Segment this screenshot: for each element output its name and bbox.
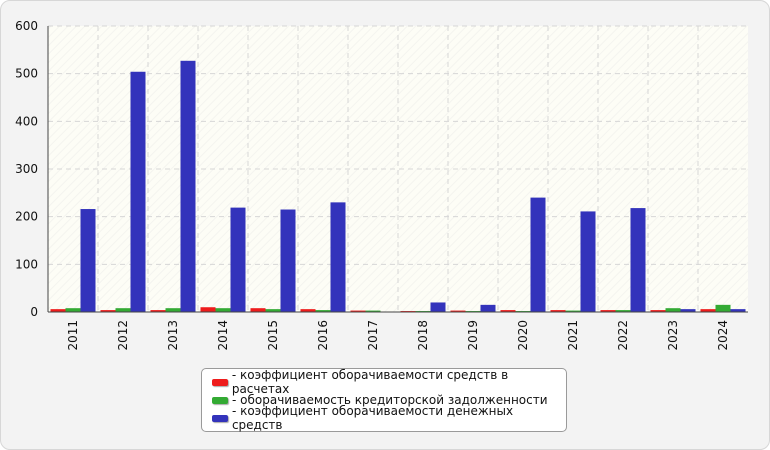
x-tick-label: 2021 <box>566 320 580 351</box>
bar-2019-series-3 <box>480 304 496 312</box>
bar-2019-series-1 <box>450 310 466 312</box>
bar-2024-series-2 <box>715 304 731 312</box>
y-tick-label: 500 <box>15 67 38 81</box>
x-tick-label: 2011 <box>66 320 80 351</box>
legend-label-payables: - оборачиваемость кредиторской задолженн… <box>232 393 548 407</box>
bar-2020-series-3 <box>530 197 546 312</box>
bar-2018-series-3 <box>430 302 446 312</box>
bar-2023-series-3 <box>680 309 696 312</box>
bar-2022-series-1 <box>600 310 616 312</box>
legend-item-payables: - оборачиваемость кредиторской задолженн… <box>212 391 566 409</box>
bar-2021-series-2 <box>565 310 581 312</box>
bar-2022-series-2 <box>615 310 631 312</box>
x-tick-label: 2013 <box>166 320 180 351</box>
y-tick-label: 600 <box>15 19 38 33</box>
x-tick-label: 2016 <box>316 320 330 351</box>
y-tick-label: 300 <box>15 162 38 176</box>
legend-label-cash: - коэффициент оборачиваемости денежных с… <box>231 404 514 432</box>
x-tick-label: 2018 <box>416 320 430 351</box>
x-tick-label: 2017 <box>366 320 380 351</box>
legend-label-receivables: - коэффициент оборачиваемости средств в … <box>231 368 509 396</box>
legend: - коэффициент оборачиваемости средств в … <box>201 368 567 432</box>
bar-2015-series-3 <box>280 209 296 312</box>
legend-swatch-cash <box>212 414 228 422</box>
bar-2023-series-1 <box>650 310 666 312</box>
legend-item-receivables: - коэффициент оборачиваемости средств в … <box>212 368 566 396</box>
legend-swatch-payables <box>212 396 228 404</box>
bar-2015-series-2 <box>265 309 281 312</box>
bar-2024-series-1 <box>700 309 716 312</box>
y-tick-label: 0 <box>30 305 38 319</box>
x-tick-label: 2022 <box>616 320 630 351</box>
bar-2012-series-3 <box>130 71 146 312</box>
y-tick-label: 400 <box>15 114 38 128</box>
bar-2021-series-1 <box>550 310 566 312</box>
bar-2014-series-3 <box>230 207 246 312</box>
x-tick-label: 2024 <box>716 320 730 351</box>
x-tick-label: 2023 <box>666 320 680 351</box>
bar-2011-series-1 <box>50 309 66 312</box>
bar-2016-series-3 <box>330 202 346 312</box>
x-tick-label: 2014 <box>216 320 230 351</box>
bar-2017-series-1 <box>350 310 366 312</box>
y-tick-label: 200 <box>15 210 38 224</box>
legend-item-cash: - коэффициент оборачиваемости денежных с… <box>212 404 566 432</box>
bar-2012-series-1 <box>100 310 116 312</box>
bar-2014-series-2 <box>215 308 231 312</box>
bar-2017-series-2 <box>365 310 381 312</box>
bar-2015-series-1 <box>250 308 266 312</box>
bar-2012-series-2 <box>115 308 131 312</box>
bar-2024-series-3 <box>730 309 746 312</box>
bar-2013-series-2 <box>165 308 181 312</box>
y-tick-label: 100 <box>15 257 38 271</box>
bar-2013-series-1 <box>150 310 166 312</box>
bar-2021-series-3 <box>580 211 596 312</box>
x-tick-label: 2012 <box>116 320 130 351</box>
x-tick-label: 2019 <box>466 320 480 351</box>
legend-swatch-receivables <box>212 378 228 386</box>
bar-2011-series-3 <box>80 209 96 312</box>
x-tick-label: 2015 <box>266 320 280 351</box>
bar-2020-series-1 <box>500 310 516 312</box>
bar-2023-series-2 <box>665 308 681 312</box>
bar-2016-series-1 <box>300 309 316 312</box>
x-tick-label: 2020 <box>516 320 530 351</box>
bar-2022-series-3 <box>630 208 646 312</box>
bar-2014-series-1 <box>200 307 216 312</box>
bar-2016-series-2 <box>315 310 331 312</box>
bar-2013-series-3 <box>180 60 196 313</box>
bar-2011-series-2 <box>65 308 81 312</box>
